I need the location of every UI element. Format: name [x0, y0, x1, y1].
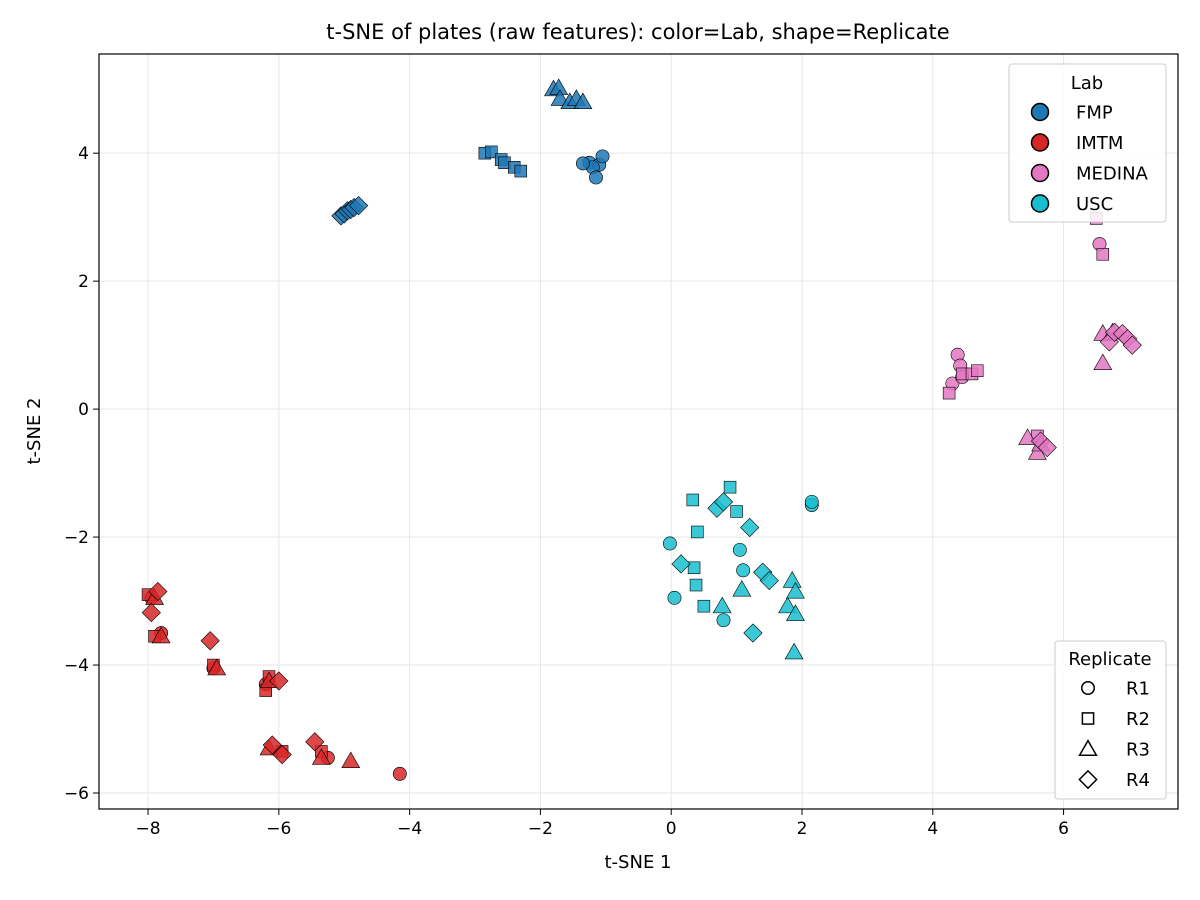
legend-marker-r2: [1081, 712, 1095, 725]
legend-label-medina: MEDINA: [1076, 164, 1149, 185]
legend-label-r3: R3: [1126, 740, 1150, 761]
legend-marker-medina: [1030, 163, 1050, 183]
y-tick-label: 2: [78, 272, 89, 292]
legend-marker-imtm: [1030, 133, 1050, 152]
point-usc-r3: [784, 642, 804, 660]
point-imtm-r4: [272, 745, 292, 765]
point-usc-r1: [662, 536, 677, 551]
x-tick-label: −6: [266, 819, 291, 839]
point-usc-r2: [689, 578, 703, 592]
point-imtm-r4: [262, 735, 282, 755]
point-medina-r2: [1096, 248, 1110, 261]
point-usc-r1: [804, 494, 819, 509]
x-axis-label: t-SNE 1: [605, 852, 672, 873]
point-medina-r4: [1037, 437, 1057, 458]
legend-marker-r3: [1078, 739, 1098, 757]
point-usc-r2: [730, 505, 743, 518]
point-usc-r2: [687, 561, 701, 575]
legend-label-r4: R4: [1126, 770, 1150, 791]
x-tick-label: 4: [927, 819, 938, 839]
legend-label-usc: USC: [1076, 194, 1113, 215]
point-imtm-r3: [207, 658, 227, 676]
point-usc-r4: [743, 623, 763, 643]
point-fmp-r2: [485, 145, 498, 159]
x-tick-label: −2: [528, 819, 553, 839]
x-axis-ticks: −8 −6 −4 −2 0 2 4 6: [136, 809, 1069, 839]
y-tick-label: 4: [78, 144, 89, 164]
point-fmp-r1: [589, 170, 603, 185]
point-imtm-r4: [269, 671, 289, 691]
legend-marker-r1: [1081, 681, 1095, 695]
point-medina-r4: [1122, 335, 1142, 355]
point-usc-r3: [778, 596, 798, 614]
point-imtm-r3: [151, 626, 171, 644]
point-fmp-r4: [349, 196, 369, 216]
point-imtm-r1: [392, 766, 407, 781]
y-tick-label: 0: [78, 400, 89, 420]
x-tick-label: −8: [136, 819, 161, 839]
point-fmp-r2: [514, 164, 528, 178]
point-medina-r2: [970, 364, 984, 377]
point-usc-r4: [740, 517, 760, 538]
y-tick-label: −2: [64, 528, 89, 548]
legend-marker-usc: [1030, 194, 1050, 213]
point-usc-r4: [671, 554, 691, 574]
point-fmp-r1: [575, 156, 590, 171]
legend-marker-r4: [1078, 769, 1098, 790]
legend-label-fmp: FMP: [1076, 103, 1113, 124]
point-usc-r2: [686, 493, 700, 507]
point-imtm-r4: [305, 732, 325, 752]
lab-legend-box: [1008, 63, 1167, 223]
point-usc-r1: [732, 542, 747, 557]
replicate-legend: Replicate R1 R2 R3 R4: [1054, 640, 1167, 800]
plot-frame: [98, 53, 1179, 810]
lab-legend: Lab FMP IMTM MEDINA USC: [1008, 63, 1167, 223]
point-imtm-r4: [148, 581, 168, 602]
x-tick-label: 0: [666, 819, 677, 839]
point-fmp-r3: [573, 92, 593, 109]
point-usc-r2: [697, 599, 711, 613]
legend-label-r1: R1: [1126, 679, 1150, 700]
point-fmp-r3: [550, 89, 570, 106]
chart-title: t-SNE of plates (raw features): color=La…: [326, 20, 949, 44]
point-usc-r4: [713, 492, 734, 512]
point-imtm-r3: [341, 751, 361, 769]
point-fmp-r1: [595, 149, 610, 164]
point-usc-r1: [667, 590, 682, 605]
point-imtm-r3: [311, 748, 331, 765]
y-axis-ticks: −6 −4 −2 0 2 4: [64, 144, 99, 804]
point-usc-r4: [759, 570, 779, 591]
point-usc-r1: [716, 613, 731, 628]
point-usc-r2: [691, 525, 704, 539]
y-tick-label: −4: [64, 656, 89, 676]
point-usc-r3: [782, 571, 802, 588]
point-usc-r3: [786, 604, 805, 621]
point-usc-r3: [712, 596, 732, 614]
legend-label-r2: R2: [1126, 709, 1150, 730]
point-usc-r3: [732, 580, 752, 597]
lab-legend-title: Lab: [1071, 73, 1103, 94]
replicate-legend-box: [1054, 640, 1167, 800]
point-imtm-r4: [200, 631, 220, 651]
point-usc-r2: [723, 480, 737, 494]
y-axis-label: t-SNE 2: [24, 398, 45, 465]
legend-label-imtm: IMTM: [1076, 133, 1123, 154]
y-tick-label: −6: [64, 784, 89, 804]
point-usc-r1: [736, 563, 751, 578]
legend-marker-fmp: [1030, 102, 1050, 122]
data-points: [141, 78, 1142, 781]
point-medina-r2: [942, 386, 956, 400]
point-imtm-r4: [141, 602, 161, 623]
x-tick-label: −4: [397, 819, 422, 839]
x-tick-label: 6: [1058, 819, 1069, 839]
replicate-legend-title: Replicate: [1068, 649, 1151, 670]
point-medina-r3: [1093, 353, 1113, 371]
x-tick-label: 2: [797, 819, 808, 839]
point-usc-r3: [786, 581, 805, 599]
